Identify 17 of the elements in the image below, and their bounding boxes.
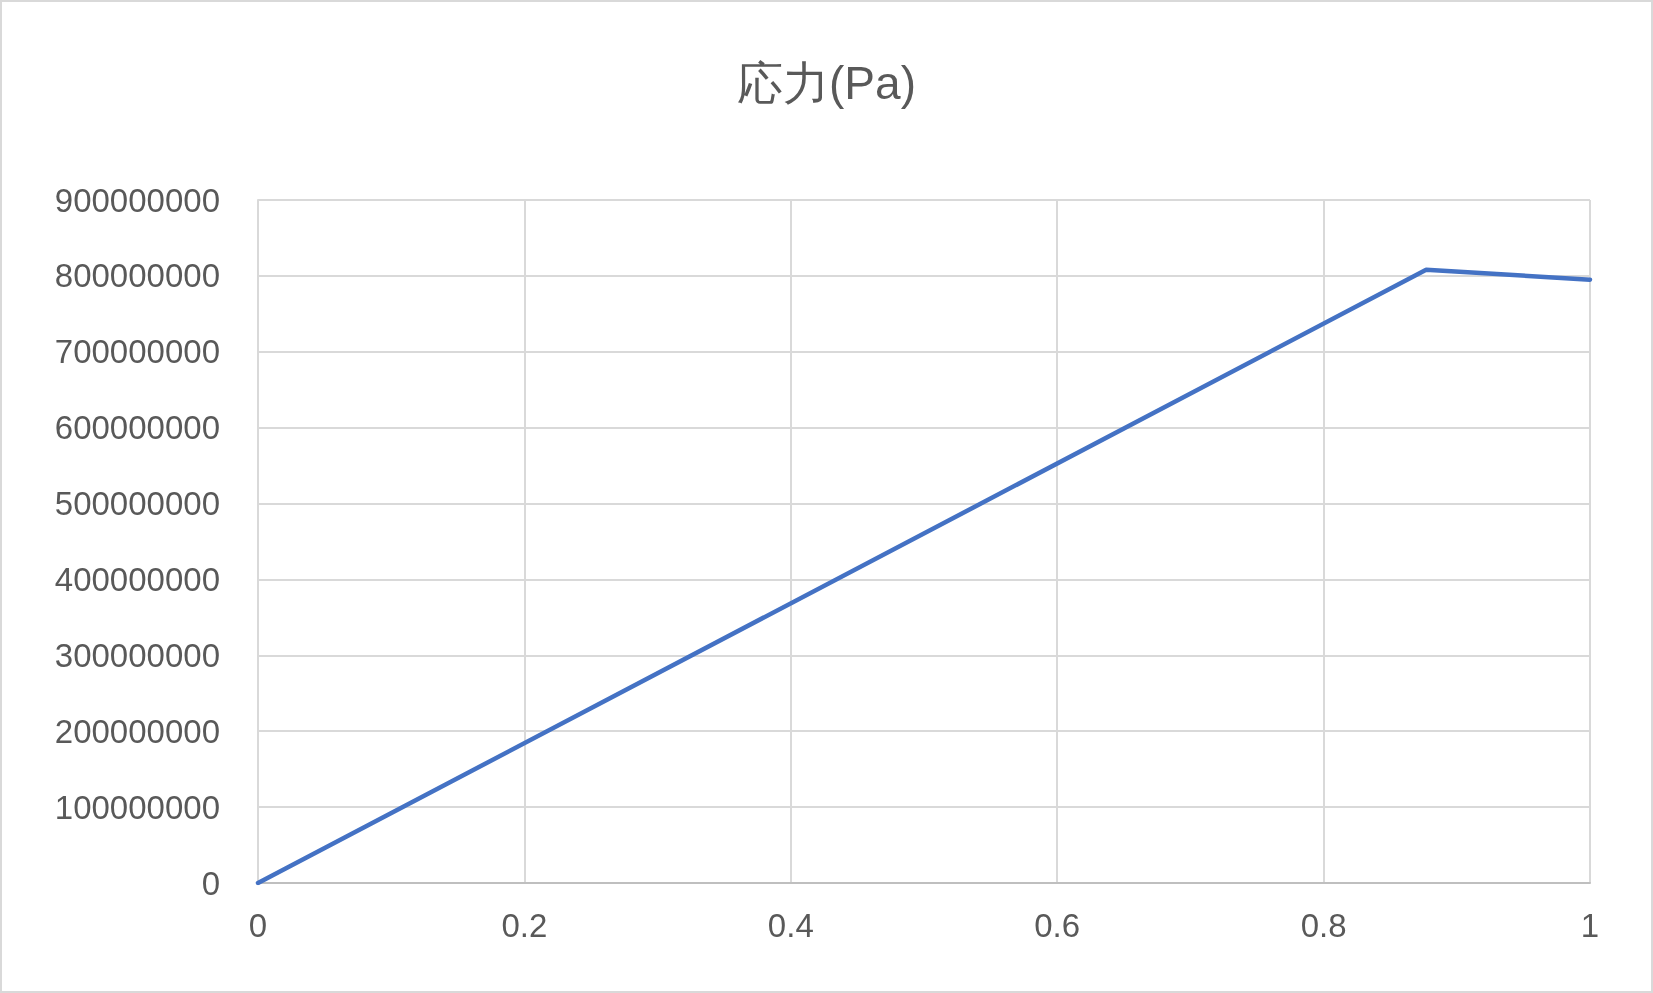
x-tick-label: 0.2 — [501, 907, 548, 944]
x-tick-label: 0.6 — [1034, 907, 1081, 944]
y-tick-label: 300000000 — [54, 636, 220, 674]
chart-title: 応力(Pa) — [737, 57, 916, 109]
y-tick-label: 800000000 — [54, 257, 220, 295]
x-tick-label: 0.8 — [1300, 907, 1347, 944]
y-tick-label: 600000000 — [54, 409, 220, 447]
x-tick-label: 1 — [1580, 907, 1600, 944]
y-tick-label: 700000000 — [54, 333, 220, 371]
y-tick-label: 900000000 — [54, 181, 220, 219]
y-tick-label: 100000000 — [54, 788, 220, 826]
x-tick-label: 0 — [248, 907, 268, 944]
y-tick-label: 0 — [201, 864, 220, 902]
x-tick-label: 0.4 — [767, 907, 814, 944]
y-tick-label: 500000000 — [54, 485, 220, 523]
y-tick-label: 200000000 — [54, 712, 220, 750]
y-tick-label: 400000000 — [54, 560, 220, 598]
